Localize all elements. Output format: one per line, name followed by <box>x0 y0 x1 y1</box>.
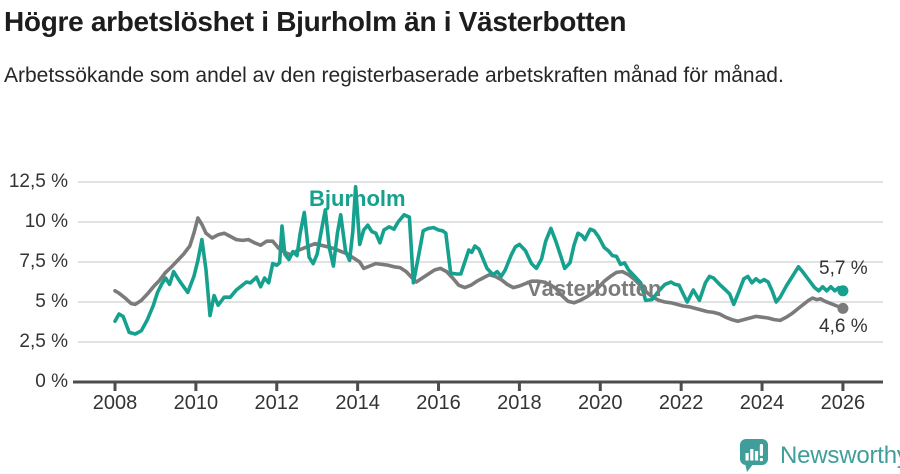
x-tick-label: 2016 <box>416 392 461 414</box>
x-tick-label: 2018 <box>497 392 542 414</box>
x-tick-label: 2008 <box>92 392 138 414</box>
brand-wordmark: Newsworthy <box>780 442 900 469</box>
end-value-label-bjurholm: 5,7 % <box>819 258 868 279</box>
series-label-bjurholm: Bjurholm <box>309 186 406 211</box>
x-tick-label: 2022 <box>658 392 704 414</box>
series-label-vasterbotten: Västerbotten <box>527 276 662 301</box>
series-line-västerbotten <box>113 216 845 324</box>
y-tick-label: 10 % <box>24 211 68 232</box>
end-value-label-vasterbotten: 4,6 % <box>819 316 868 337</box>
y-tick-label: 12,5 % <box>8 171 68 192</box>
brand-logo: Newsworthy <box>739 438 900 474</box>
x-tick-label: 2012 <box>254 392 300 414</box>
series-line-bjurholm <box>113 185 845 336</box>
x-tick-label: 2014 <box>335 392 380 414</box>
y-tick-label: 7,5 % <box>19 251 68 272</box>
series-end-dot-västerbotten <box>837 302 849 314</box>
series-end-dot-bjurholm <box>837 285 849 297</box>
x-tick-label: 2020 <box>578 392 623 414</box>
y-tick-label: 0 % <box>35 371 68 392</box>
newsworthy-icon <box>740 439 768 472</box>
chart-subtitle: Arbetssökande som andel av den registerb… <box>4 64 784 87</box>
x-tick-label: 2010 <box>173 392 219 414</box>
y-axis-labels: 0 % 2,5 % 5 % 7,5 % 10 % 12,5 % <box>0 0 68 474</box>
y-tick-label: 2,5 % <box>19 331 68 352</box>
x-tick-label: 2024 <box>739 392 785 414</box>
x-tick-label: 2026 <box>820 392 866 414</box>
y-tick-label: 5 % <box>35 291 68 312</box>
chart-title: Högre arbetslöshet i Bjurholm än i Väste… <box>4 6 627 37</box>
